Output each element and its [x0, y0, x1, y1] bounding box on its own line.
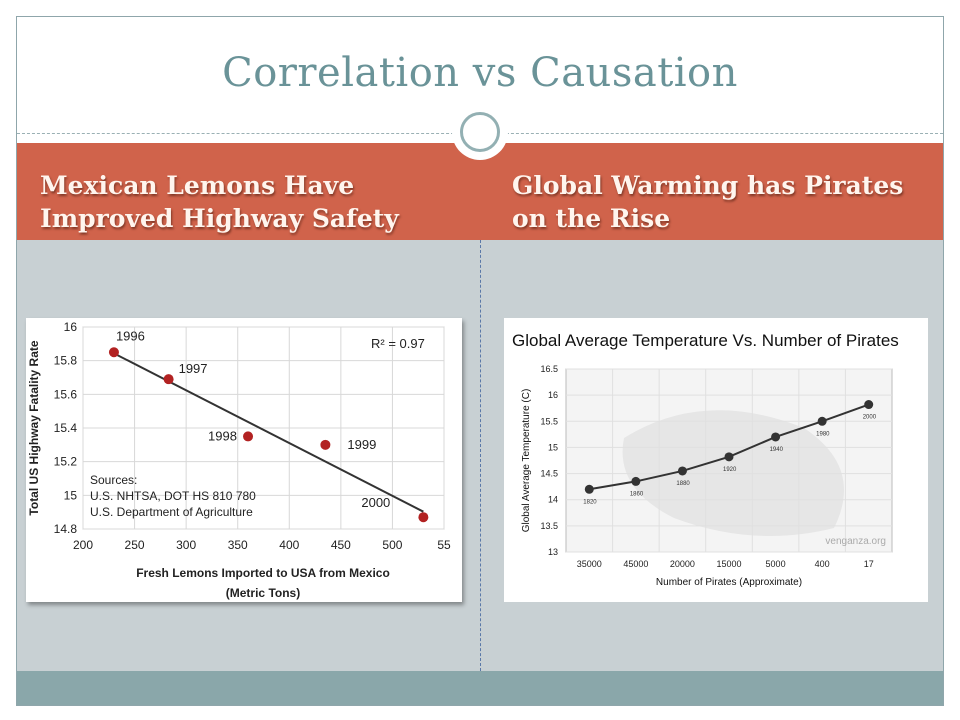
point-label: 2000	[863, 415, 877, 421]
footer-bar	[17, 671, 943, 705]
lemons-chart: 200 250 300 350 400 450 500 55 14.8 15 15.2 15.4 15.…	[27, 320, 451, 600]
source-line: U.S. Department of Agriculture	[90, 505, 253, 519]
circle-ornament-icon	[452, 104, 508, 160]
slide-frame	[16, 16, 944, 706]
x-tick-label: 55	[437, 538, 451, 552]
data-point	[677, 466, 687, 476]
data-point	[584, 484, 594, 494]
chart-title: Global Average Temperature Vs. Number of…	[512, 331, 899, 350]
x-axis-label: Fresh Lemons Imported to USA from Mexico	[136, 566, 390, 580]
y-tick-label: 15.6	[54, 387, 78, 401]
data-point	[243, 431, 254, 442]
point-label: 1860	[630, 491, 644, 497]
y-tick-label: 16.5	[540, 364, 558, 374]
y-axis-label: Global Average Temperature (C)	[521, 389, 532, 533]
point-label: 1820	[583, 499, 597, 505]
x-tick-label: 450	[331, 538, 351, 552]
y-tick-label: 14	[548, 495, 558, 505]
slide-title: Correlation vs Causation	[222, 50, 738, 96]
data-point	[864, 400, 874, 410]
y-tick-label: 15.2	[54, 455, 78, 469]
y-tick-label: 16	[64, 320, 78, 334]
y-tick-label: 13	[548, 547, 558, 557]
y-tick-label: 14.8	[54, 522, 78, 536]
pirates-chart: Global Average Temperature Vs. Number of…	[512, 331, 899, 588]
y-tick-label: 16	[548, 390, 558, 400]
pirates-chart-card: Global Average Temperature Vs. Number of…	[504, 318, 928, 602]
x-tick-label: 20000	[670, 559, 695, 569]
right-heading: Global Warming has Pirates on the Rise	[512, 171, 904, 233]
point-label: 1999	[347, 437, 376, 452]
point-label: 1980	[816, 431, 830, 437]
x-axis-label: Number of Pirates (Approximate)	[656, 577, 802, 588]
point-label: 2000	[361, 495, 390, 510]
x-tick-label: 350	[228, 538, 248, 552]
x-tick-label: 15000	[716, 559, 741, 569]
y-axis-label: Total US Highway Fatality Rate	[27, 340, 41, 515]
point-label: 1880	[676, 481, 690, 487]
x-tick-label: 5000	[766, 559, 786, 569]
y-tick-label: 15.8	[54, 354, 78, 368]
y-tick-label: 13.5	[540, 521, 558, 531]
y-tick-label: 15.5	[540, 416, 558, 426]
x-tick-label: 400	[279, 538, 299, 552]
x-tick-label: 400	[815, 559, 830, 569]
data-point	[817, 416, 827, 426]
source-line: Sources:	[90, 473, 137, 487]
x-tick-label: 35000	[577, 559, 602, 569]
x-tick-label: 300	[176, 538, 196, 552]
data-point	[724, 452, 734, 462]
y-tick-label: 15.4	[54, 421, 78, 435]
column-divider	[480, 240, 481, 671]
y-tick-label: 14.5	[540, 469, 558, 479]
point-label: 1920	[723, 467, 737, 473]
data-point	[163, 374, 174, 385]
data-point	[771, 432, 781, 442]
data-point	[631, 476, 641, 486]
point-label: 1997	[179, 361, 208, 376]
left-heading: Mexican Lemons Have Improved Highway Saf…	[40, 171, 399, 233]
x-tick-label: 500	[382, 538, 402, 552]
y-tick-label: 15	[64, 488, 78, 502]
x-tick-label: 250	[125, 538, 145, 552]
point-label: 1998	[208, 428, 237, 443]
data-point	[418, 512, 429, 523]
r-squared-label: R² = 0.97	[371, 336, 425, 351]
data-point	[108, 347, 119, 358]
lemons-chart-card: 200 250 300 350 400 450 500 55 14.8 15 15.2 15.4 15.…	[26, 318, 462, 602]
y-tick-label: 15	[548, 442, 558, 452]
watermark: venganza.org	[825, 536, 886, 547]
point-label: 1996	[116, 328, 145, 343]
x-axis-label-units: (Metric Tons)	[226, 586, 300, 600]
point-label: 1940	[770, 447, 784, 453]
x-tick-label: 45000	[623, 559, 648, 569]
x-tick-label: 200	[73, 538, 93, 552]
source-line: U.S. NHTSA, DOT HS 810 780	[90, 489, 256, 503]
x-tick-label: 17	[864, 559, 874, 569]
data-point	[320, 439, 331, 450]
